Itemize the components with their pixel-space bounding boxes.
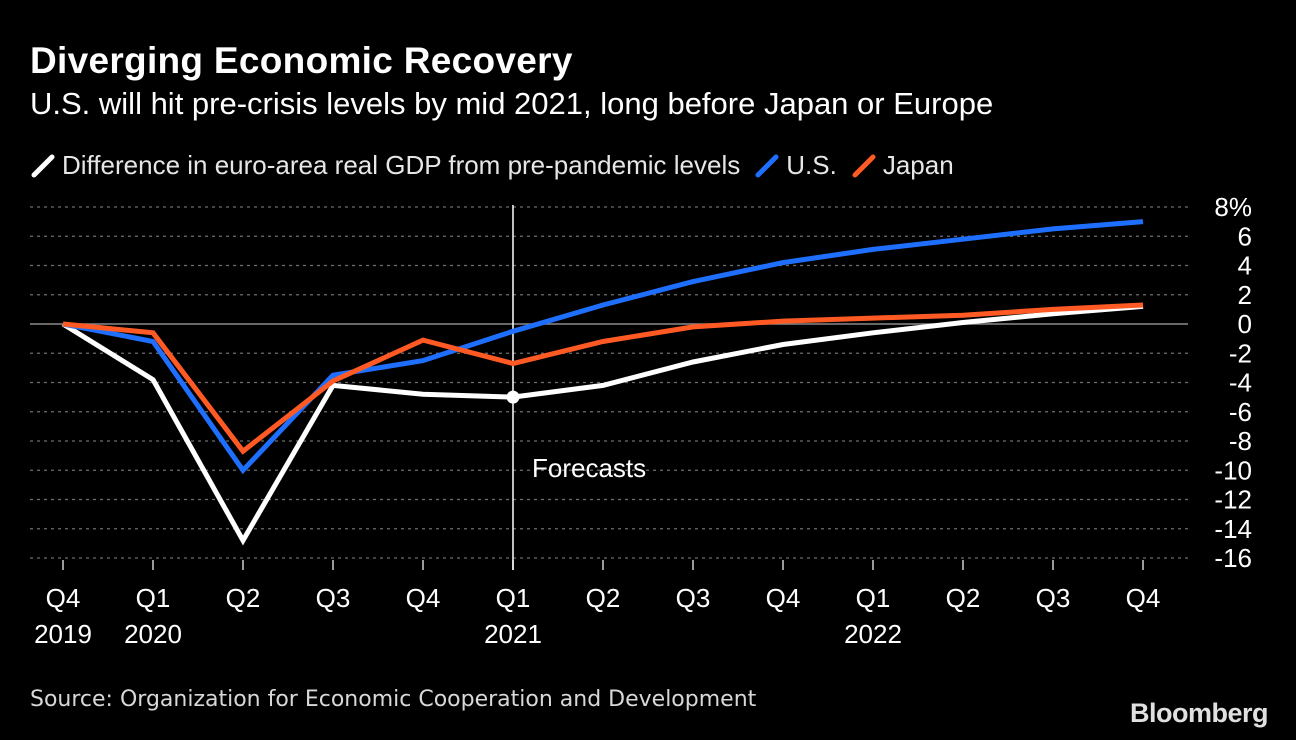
series-line-japan (62, 302, 1144, 455)
y-tick-label: -10 (1214, 455, 1252, 485)
y-tick-label: 6 (1238, 221, 1252, 251)
x-tick-label: Q1 (856, 583, 891, 613)
legend-item-euro-area: Difference in euro-area real GDP from pr… (30, 150, 740, 181)
x-tick-year-label: 2021 (484, 619, 542, 649)
y-tick-label: 0 (1238, 309, 1252, 339)
forecast-label: Forecasts (532, 453, 646, 483)
y-tick-label: -2 (1229, 338, 1252, 368)
x-tick-label: Q4 (46, 583, 81, 613)
x-tick-label: Q1 (136, 583, 171, 613)
legend-label-us: U.S. (786, 150, 837, 180)
y-tick-label: 4 (1238, 251, 1252, 281)
legend-swatch-euro-area (31, 154, 55, 177)
legend-line-euro-area (31, 154, 55, 177)
legend-line-us (755, 154, 779, 177)
y-tick-label: -16 (1214, 543, 1252, 573)
legend-line-japan (852, 154, 876, 177)
x-tick-label: Q3 (316, 583, 351, 613)
y-tick-label: -12 (1214, 485, 1252, 515)
chart-subtitle: U.S. will hit pre-crisis levels by mid 2… (30, 86, 994, 121)
x-tick-label: Q2 (586, 583, 621, 613)
x-tick-year-label: 2022 (844, 619, 902, 649)
x-tick-label: Q4 (1126, 583, 1161, 613)
legend-swatch-us (755, 154, 779, 177)
x-tick-label: Q3 (676, 583, 711, 613)
x-tick-label: Q2 (226, 583, 261, 613)
chart-title: Diverging Economic Recovery (30, 40, 573, 81)
y-tick-label: 8% (1214, 192, 1252, 222)
x-tick-label: Q3 (1036, 583, 1071, 613)
bloomberg-logo: Bloomberg (1129, 698, 1269, 728)
y-tick-label: -6 (1229, 397, 1252, 427)
forecast-marker (506, 390, 520, 404)
series-line-us (62, 219, 1144, 475)
legend-label-japan: Japan (882, 150, 954, 180)
source-note: Source: Organization for Economic Cooper… (30, 687, 757, 712)
y-tick-label: 2 (1238, 280, 1252, 310)
y-tick-label: -14 (1214, 514, 1252, 544)
x-tick-label: Q1 (496, 583, 531, 613)
x-tick-label: Q4 (406, 583, 441, 613)
legend-swatch-japan (852, 154, 876, 177)
x-tick-year-label: 2020 (124, 619, 182, 649)
x-tick-year-label: 2019 (34, 619, 92, 649)
legend-item-japan: Japan (851, 150, 954, 181)
y-tick-label: -8 (1229, 426, 1252, 456)
x-tick-label: Q2 (946, 583, 981, 613)
x-tick-label: Q4 (766, 583, 801, 613)
legend-item-us: U.S. (754, 150, 837, 181)
y-tick-label: -4 (1229, 368, 1252, 398)
legend-label-euro-area: Difference in euro-area real GDP from pr… (62, 150, 741, 180)
legend: Difference in euro-area real GDP from pr… (30, 150, 968, 181)
